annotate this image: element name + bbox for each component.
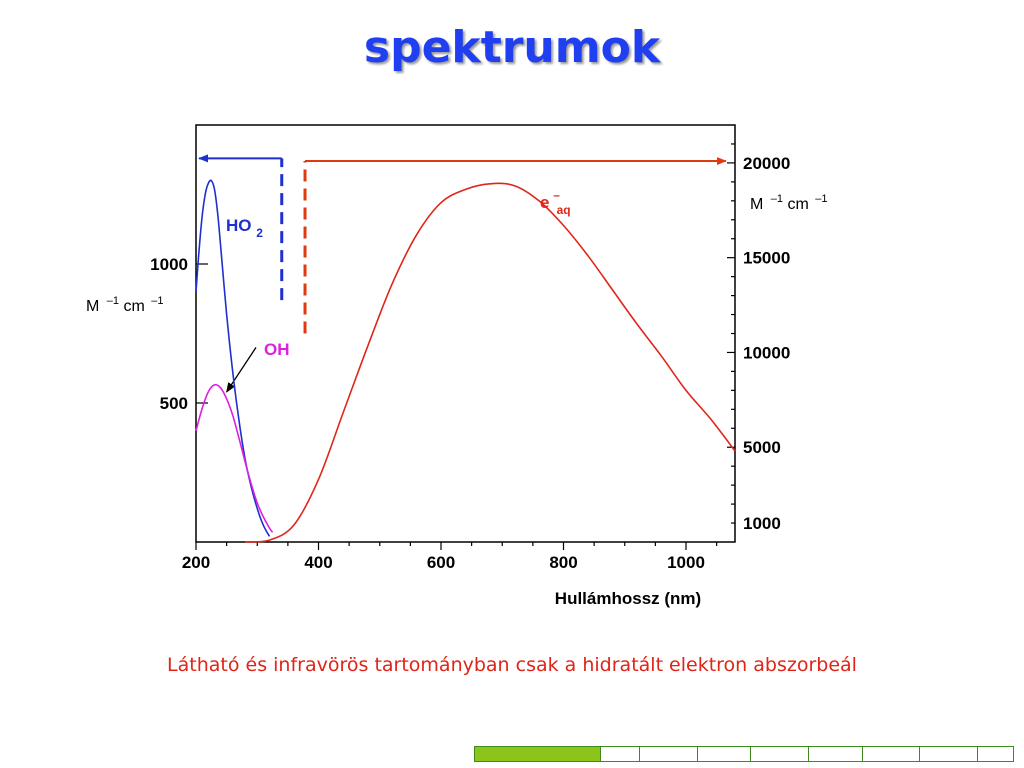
series-label-ho2: HO 2 [226, 216, 263, 240]
x-tick-label: 1000 [667, 553, 705, 572]
progress-segment [640, 747, 698, 761]
x-tick-label: 400 [304, 553, 332, 572]
left-unit-sup1: –1 [107, 295, 119, 307]
left-unit-m: M [86, 298, 99, 315]
plot-border [195, 124, 736, 543]
page-title: spektrumok [363, 22, 661, 73]
right-tick-label: 10000 [743, 343, 790, 362]
absorption-spectra-chart: 200 400 600 800 1000 500 1000 1000 5000 10000 15… [86, 124, 828, 608]
left-unit-cm: cm [123, 298, 144, 315]
left-unit-sup2: –1 [151, 295, 163, 307]
progress-segment [601, 747, 641, 761]
slide-progress-bar [474, 746, 1014, 762]
eaq-label-sup: – [553, 188, 560, 202]
progress-segment [698, 747, 752, 761]
eaq-spectrum-line [244, 182, 736, 543]
oh-spectrum-line [195, 383, 274, 533]
progress-segment [751, 747, 809, 761]
x-tick-label: 200 [182, 553, 210, 572]
right-unit-sup1: –1 [771, 193, 783, 205]
left-axis-unit: M –1 cm –1 [86, 291, 164, 315]
x-tick-label: 800 [549, 553, 577, 572]
x-tick-label: 600 [427, 553, 455, 572]
right-unit-cm: cm [787, 196, 808, 213]
series-label-oh: OH [264, 340, 290, 359]
progress-segment [920, 747, 978, 761]
progress-segment [978, 747, 1013, 761]
right-tick-label: 20000 [743, 154, 790, 173]
annotation-arrows [198, 154, 727, 393]
left-tick-label: 500 [160, 394, 188, 413]
oh-pointer-arrow [226, 347, 257, 393]
progress-segment [863, 747, 921, 761]
left-axis-ticks: 500 1000 [150, 255, 208, 413]
ho2-label-main: HO [226, 216, 252, 235]
ho2-spectrum-line [195, 179, 271, 537]
progress-segment [809, 747, 863, 761]
progress-segment-filled [475, 747, 602, 761]
right-tick-label: 1000 [743, 514, 781, 533]
right-axis-ticks: 1000 5000 10000 15000 20000 [727, 143, 790, 533]
series-label-eaq: e – aq [540, 184, 571, 217]
right-tick-label: 15000 [743, 249, 790, 268]
left-tick-label: 1000 [150, 255, 188, 274]
series-lines [195, 179, 736, 543]
eaq-label-sub: aq [557, 203, 571, 217]
x-axis-ticks: 200 400 600 800 1000 [182, 542, 718, 572]
right-unit-sup2: –1 [815, 193, 827, 205]
right-unit-m: M [750, 196, 763, 213]
eaq-label-main: e [540, 193, 549, 212]
plot-frame [195, 124, 736, 543]
x-axis-label: Hullámhossz (nm) [555, 589, 701, 608]
ho2-label-sub: 2 [256, 226, 263, 240]
caption-text: Látható és infravörös tartományban csak … [167, 654, 857, 676]
right-tick-label: 5000 [743, 438, 781, 457]
right-axis-unit: M –1 cm –1 [750, 189, 828, 213]
